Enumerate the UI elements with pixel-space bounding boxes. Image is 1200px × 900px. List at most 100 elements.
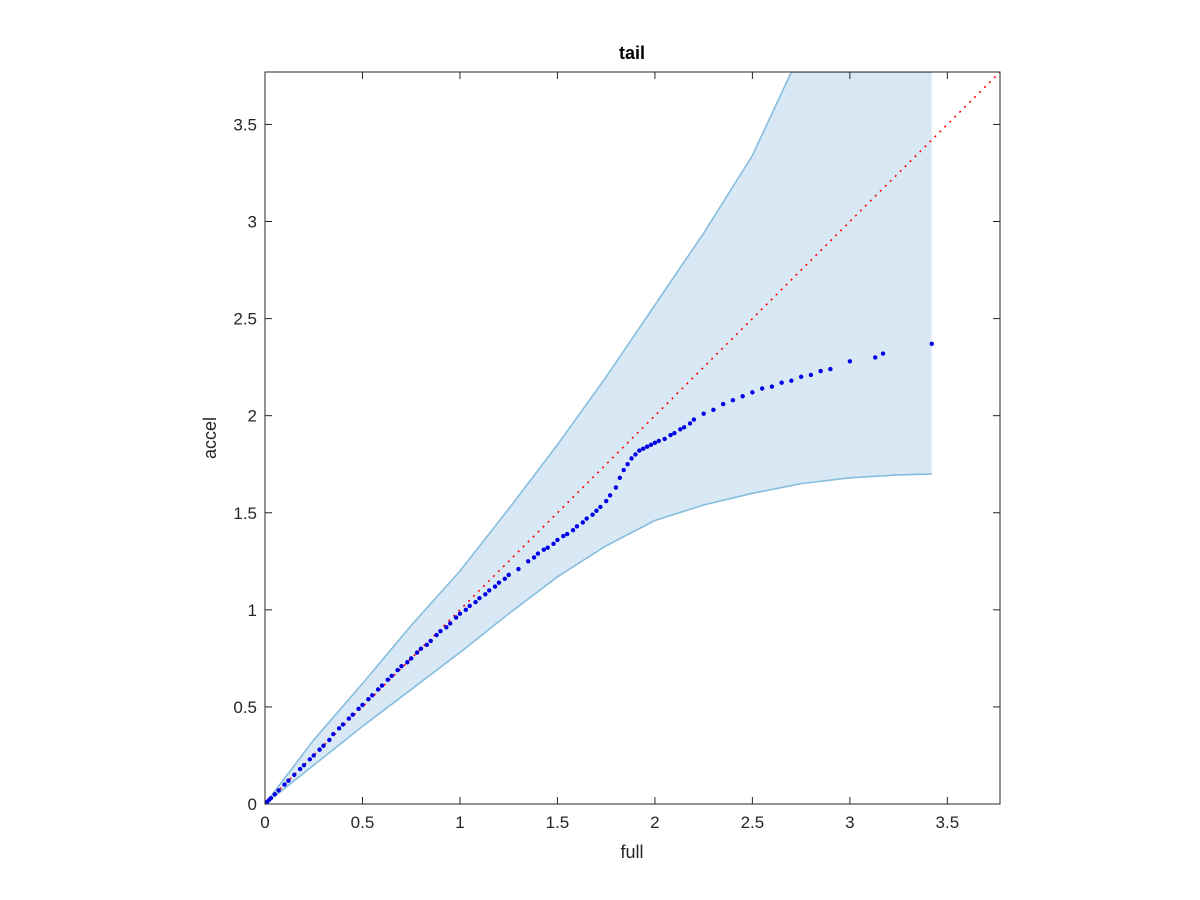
data-point	[545, 545, 550, 550]
y-axis: 0 0.5 1 1.5 2 2.5 3 3.5	[233, 115, 1000, 814]
y-axis-label: accel	[200, 417, 220, 459]
data-point	[487, 588, 492, 593]
data-point	[379, 683, 385, 688]
reference-line	[265, 72, 1000, 804]
data-point	[438, 628, 443, 634]
data-point	[798, 374, 804, 380]
data-point	[641, 446, 646, 451]
data-point	[759, 386, 765, 391]
chart-title: tail	[619, 43, 645, 63]
data-point	[720, 401, 726, 407]
data-point	[496, 580, 502, 585]
data-point	[652, 440, 658, 446]
data-point	[551, 541, 556, 547]
data-point	[584, 516, 589, 521]
data-point	[625, 462, 630, 467]
data-point	[828, 366, 833, 372]
data-point	[740, 394, 745, 399]
data-point	[418, 646, 424, 651]
data-point	[598, 504, 603, 510]
data-point	[662, 436, 667, 442]
data-point	[307, 757, 313, 762]
data-point	[492, 584, 498, 589]
data-point	[467, 603, 472, 609]
data-point	[292, 772, 297, 778]
data-point	[525, 559, 531, 564]
data-point	[880, 351, 886, 356]
data-point	[633, 452, 638, 457]
data-point	[375, 687, 381, 692]
data-point	[399, 663, 404, 669]
data-point	[327, 737, 332, 743]
data-point	[366, 696, 371, 702]
data-point	[444, 625, 449, 630]
data-point	[385, 677, 391, 682]
data-point	[808, 372, 814, 378]
data-points	[265, 341, 934, 804]
data-point	[301, 762, 307, 768]
data-point	[453, 615, 459, 620]
axes-box	[264, 71, 1001, 805]
data-point	[282, 782, 287, 787]
data-point	[574, 524, 580, 529]
data-point	[268, 795, 274, 801]
data-point	[613, 485, 619, 490]
x-axis-label: full	[620, 842, 643, 862]
data-point	[691, 417, 697, 422]
data-point	[360, 702, 365, 708]
data-point	[276, 788, 281, 793]
data-point	[389, 673, 394, 679]
data-point	[502, 576, 508, 581]
data-point	[570, 528, 576, 533]
identity-line	[265, 72, 1000, 804]
data-point	[272, 792, 277, 797]
data-point	[541, 547, 546, 552]
data-point	[311, 753, 316, 758]
y-tick-label: 1	[248, 601, 257, 620]
data-point	[395, 667, 400, 673]
data-point	[789, 378, 794, 383]
y-tick-label: 0.5	[233, 698, 257, 717]
data-point	[340, 722, 346, 727]
data-point	[750, 390, 755, 395]
data-point	[873, 355, 878, 360]
y-tick-label: 0	[248, 795, 257, 814]
data-point	[847, 359, 853, 364]
data-point	[434, 632, 439, 638]
data-point	[580, 520, 585, 525]
data-point	[414, 650, 420, 655]
data-point	[350, 712, 355, 717]
data-point	[336, 726, 342, 731]
data-point	[405, 660, 410, 665]
data-point	[331, 731, 336, 737]
data-point	[929, 341, 934, 347]
band-lower-edge	[265, 473, 932, 804]
confidence-band	[265, 72, 932, 804]
data-point	[473, 599, 478, 605]
y-tick-label: 2	[248, 407, 257, 426]
data-point	[590, 512, 595, 517]
data-point	[535, 551, 541, 556]
data-point	[730, 397, 736, 403]
data-point	[531, 555, 537, 560]
x-tick-label: 1.5	[546, 813, 570, 832]
data-point	[637, 448, 642, 453]
data-point	[555, 537, 560, 543]
data-point	[711, 407, 716, 413]
data-point	[769, 384, 775, 389]
x-tick-label: 0.5	[351, 813, 375, 832]
data-point	[687, 421, 693, 426]
data-point	[779, 380, 784, 385]
data-point	[516, 566, 521, 572]
band-upper-edge	[265, 72, 932, 804]
data-point	[321, 743, 326, 748]
data-point	[428, 638, 433, 644]
data-point	[356, 706, 361, 712]
data-point	[564, 531, 570, 537]
x-tick-label: 3.5	[936, 813, 960, 832]
data-point	[818, 368, 823, 374]
y-tick-label: 1.5	[233, 504, 257, 523]
data-point	[629, 456, 634, 461]
x-tick-label: 3	[845, 813, 854, 832]
